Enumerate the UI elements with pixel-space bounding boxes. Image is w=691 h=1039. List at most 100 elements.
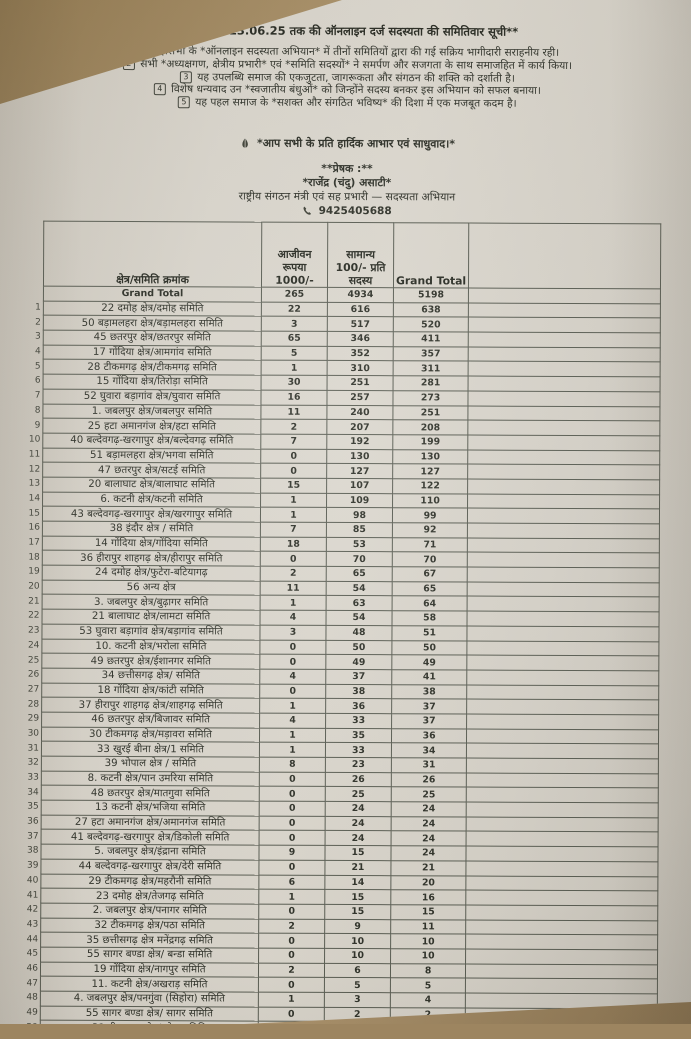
- col-header-empty: [468, 223, 661, 289]
- membership-table: क्षेत्र/समिति क्रमांक आजीवन रूपया 1000/-…: [16, 221, 662, 1024]
- grand-total-cell: 273: [392, 390, 469, 406]
- table-row: 50 31 टीकमगढ़ क्षेत्र/बुड़ेरा समिति 0 1 …: [16, 1020, 658, 1024]
- row-number: 37: [27, 831, 39, 842]
- grand-total-cell: 10: [390, 933, 466, 949]
- grand-total-cell: 92: [392, 522, 468, 538]
- committee-name-cell: 25 हटा अमानगंज क्षेत्र/हटा समिति: [42, 418, 261, 435]
- committee-name-cell: 47 छतरपुर क्षेत्र/सटई समिति: [42, 462, 261, 479]
- empty-cell: [467, 523, 660, 539]
- committee-name-cell: 6. कटनी क्षेत्र/कटनी समिति: [42, 491, 261, 508]
- intro-point-text: यह उपलब्धि समाज की एकजुटता, जागरूकता और …: [197, 70, 515, 85]
- lifetime-count-cell: 22: [261, 301, 328, 317]
- row-number: 24: [27, 640, 40, 651]
- grand-total-cell: 64: [392, 596, 468, 612]
- grand-total-cell: 25: [391, 787, 467, 803]
- row-number: 46: [26, 963, 39, 974]
- col-header-lifetime-l1: आजीवन: [277, 247, 312, 261]
- row-number: 32: [27, 757, 39, 769]
- grand-total-cell: 16: [390, 889, 467, 905]
- normal-count-cell: 65: [326, 566, 393, 582]
- grand-total-cell: 36: [391, 728, 467, 744]
- committee-name-cell: 35 छत्तीसगढ़ क्षेत्र मनेंद्रगढ़ समिति: [40, 932, 259, 949]
- grand-total-cell: 65: [392, 581, 468, 597]
- empty-cell: [466, 655, 660, 671]
- committee-name-cell: 41 बल्देवगढ़-खरगापुर क्षेत्र/डिकोली समित…: [41, 829, 260, 846]
- row-number: 29: [27, 713, 40, 724]
- lifetime-count-cell: 0: [260, 448, 327, 464]
- grand-total-cell: 122: [392, 478, 468, 494]
- row-number: 42: [26, 904, 39, 915]
- empty-cell: [468, 390, 661, 407]
- grand-total-cell: 24: [391, 801, 467, 817]
- committee-name-cell: 19 गोंदिया क्षेत्र/नागपुर समिति: [40, 961, 259, 978]
- empty-cell: [468, 405, 661, 422]
- lifetime-count-cell: 3: [261, 316, 328, 332]
- grand-total-lifetime: 265: [261, 287, 328, 303]
- grand-total-name: Grand Total: [43, 286, 262, 302]
- normal-count-cell: 109: [326, 493, 393, 509]
- row-number: 47: [26, 978, 38, 989]
- committee-name-cell: 45 छतरपुर क्षेत्र/छतरपुर समिति: [43, 330, 262, 346]
- empty-cell: [467, 581, 660, 598]
- committee-name-cell: 37 हीरापुर शाहगढ़ क्षेत्र/शाहगढ़ समिति: [41, 697, 260, 714]
- empty-cell: [466, 875, 659, 892]
- grand-total-cell: 127: [392, 463, 468, 479]
- normal-count-cell: 10: [324, 933, 391, 949]
- empty-cell: [466, 699, 659, 715]
- grand-total-cell: 24: [391, 831, 467, 847]
- lifetime-count-cell: 4: [259, 713, 326, 729]
- lifetime-count-cell: 11: [260, 580, 327, 596]
- lifetime-count-cell: 18: [260, 536, 327, 552]
- row-number: 48: [26, 992, 38, 1004]
- normal-count-cell: 23: [325, 757, 392, 773]
- lifetime-count-cell: 2: [260, 566, 327, 582]
- empty-cell: [465, 1007, 658, 1024]
- col-header-normal-l1: सामान्य: [346, 248, 376, 262]
- col-header-normal-l3: सदस्य: [348, 274, 373, 288]
- grand-total-normal: 4934: [327, 287, 394, 303]
- committee-name-cell: 34 छत्तीसगढ़ क्षेत्र/ समिति: [41, 668, 260, 684]
- normal-count-cell: 54: [326, 610, 393, 626]
- empty-cell: [467, 611, 660, 627]
- normal-count-cell: 251: [327, 375, 394, 391]
- committee-name-cell: 52 घुवारा बड़ागांव क्षेत्र/घुवारा समिति: [42, 388, 262, 405]
- grand-total-cell: 37: [391, 713, 467, 729]
- grand-total-cell: 208: [392, 419, 469, 435]
- numbered-box-icon: 4: [153, 83, 166, 96]
- row-number: 5: [34, 361, 41, 372]
- committee-name-cell: 55 सागर बण्डा क्षेत्र/ बन्डा समिति: [40, 947, 259, 963]
- normal-count-cell: 310: [327, 360, 394, 376]
- row-number: 27: [27, 684, 40, 695]
- row-number: 13: [28, 478, 41, 489]
- committee-name-cell: 44 बल्देवगढ़-खरगापुर क्षेत्र/देरी समिति: [40, 858, 259, 875]
- normal-count-cell: 38: [325, 683, 392, 699]
- row-number: 39: [26, 860, 39, 871]
- lifetime-count-cell: 0: [258, 977, 325, 993]
- empty-cell: [468, 302, 661, 319]
- empty-cell: [465, 890, 659, 906]
- empty-cell: [467, 449, 660, 466]
- col-header-lifetime: आजीवन रूपया 1000/-: [261, 222, 328, 288]
- normal-count-cell: 24: [325, 801, 392, 817]
- normal-count-cell: 53: [326, 537, 393, 553]
- grand-total-cell: 70: [392, 552, 468, 568]
- committee-name-cell: 5. जबलपुर क्षेत्र/इंद्राना समिति: [40, 844, 260, 860]
- row-number: 36: [27, 816, 39, 827]
- lifetime-count-cell: 0: [259, 830, 326, 846]
- normal-count-cell: 192: [326, 434, 393, 450]
- normal-count-cell: 3: [324, 992, 391, 1008]
- committee-name-cell: 18 गोंदिया क्षेत्र/कांटी समिति: [41, 682, 260, 699]
- empty-cell: [468, 346, 661, 363]
- normal-count-cell: 54: [326, 581, 393, 597]
- committee-name-cell: 11. कटनी क्षेत्र/अखराड़ समिति: [40, 976, 259, 993]
- grand-total-cell: 24: [391, 816, 467, 832]
- committee-name-cell: 49 छतरपुर क्षेत्र/ईशानगर समिति: [41, 653, 260, 670]
- row-number: 6: [34, 376, 41, 387]
- empty-cell: [465, 993, 658, 1009]
- committee-name-cell: 27 हटा अमानगंज क्षेत्र/अमानगंज समिति: [41, 814, 260, 831]
- committee-name-cell: 48 छतरपुर क्षेत्र/मातगुवा समिति: [41, 785, 260, 802]
- normal-count-cell: 35: [325, 728, 392, 744]
- committee-name-cell: 23 दमोह क्षेत्र/तेजगढ़ समिति: [40, 888, 259, 905]
- empty-cell: [468, 361, 661, 377]
